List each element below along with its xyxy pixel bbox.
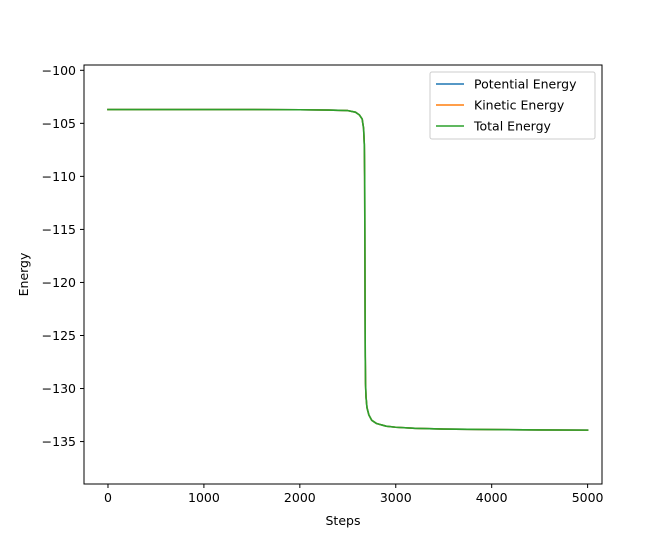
x-tick-label: 4000 <box>476 490 508 505</box>
x-tick-label: 1000 <box>188 490 220 505</box>
y-tick-label: −130 <box>42 381 76 396</box>
legend: Potential Energy Kinetic Energy Total Ener… <box>429 71 596 140</box>
y-axis-title: Energy <box>16 252 31 296</box>
legend-box <box>429 71 596 140</box>
y-tick-label: −125 <box>42 328 76 343</box>
x-tick-label: 0 <box>104 490 112 505</box>
y-tick-label: −120 <box>42 275 76 290</box>
x-axis-title: Steps <box>326 513 361 528</box>
series-line-3 <box>107 108 589 431</box>
axes-layer: 0 1000 2000 3000 4000 5000 −100 −105 −110 −115 −12… <box>42 63 604 505</box>
legend-label: Kinetic Energy <box>474 98 565 113</box>
x-tick-label: 3000 <box>380 490 412 505</box>
legend-label: Potential Energy <box>474 77 577 92</box>
y-tick-label: −115 <box>42 222 76 237</box>
axes-frame <box>83 64 603 485</box>
legend-label: Total Energy <box>473 119 552 134</box>
x-tick-label: 2000 <box>284 490 316 505</box>
y-tick-label: −100 <box>42 63 76 78</box>
y-tick-label: −135 <box>42 434 76 449</box>
series-layer <box>107 108 589 431</box>
y-tick-label: −110 <box>42 169 76 184</box>
x-tick-label: 5000 <box>572 490 604 505</box>
y-tick-label: −105 <box>42 116 76 131</box>
